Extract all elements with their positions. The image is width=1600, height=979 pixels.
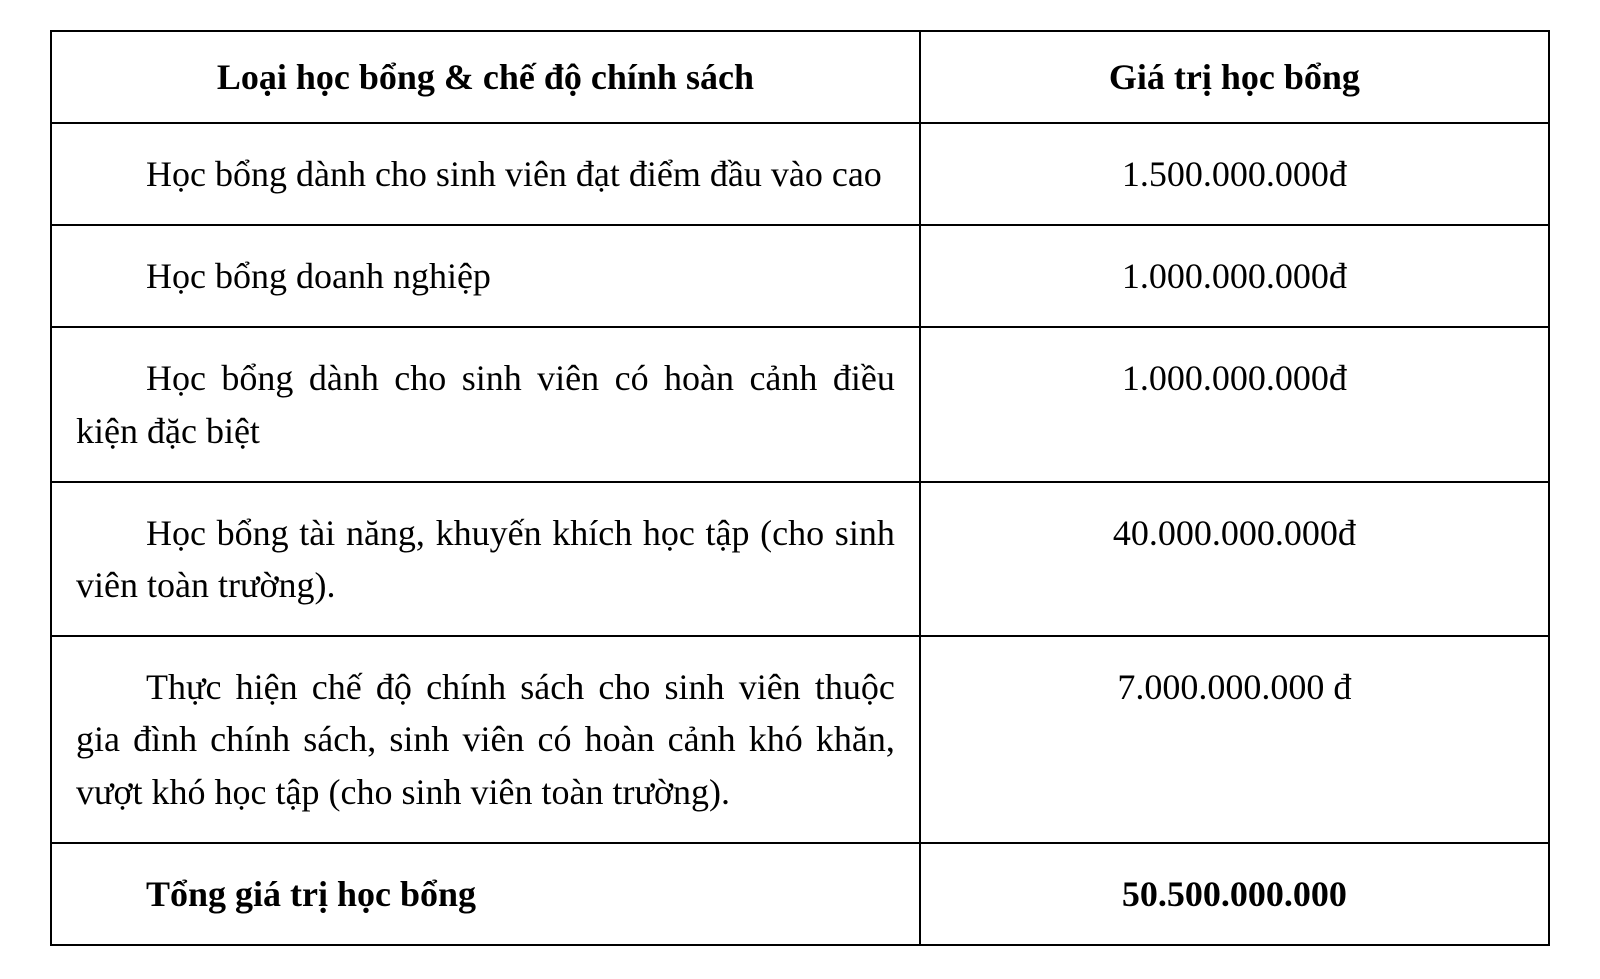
scholarship-table: Loại học bổng & chế độ chính sách Giá tr…: [50, 30, 1550, 946]
table-row: Thực hiện chế độ chính sách cho sinh viê…: [51, 636, 1549, 843]
col-header-value: Giá trị học bổng: [920, 31, 1549, 123]
cell-type-text: Học bổng tài năng, khuyến khích học tập …: [76, 507, 895, 611]
table-total-row: Tổng giá trị học bổng 50.500.000.000: [51, 843, 1549, 945]
cell-type: Học bổng tài năng, khuyến khích học tập …: [51, 482, 920, 636]
table-row: Học bổng doanh nghiệp 1.000.000.000đ: [51, 225, 1549, 327]
cell-value: 1.000.000.000đ: [920, 225, 1549, 327]
table-header-row: Loại học bổng & chế độ chính sách Giá tr…: [51, 31, 1549, 123]
cell-type-text: Học bổng dành cho sinh viên đạt điểm đầu…: [76, 148, 895, 200]
total-label: Tổng giá trị học bổng: [76, 868, 895, 920]
cell-type-text: Học bổng doanh nghiệp: [76, 250, 895, 302]
cell-type: Thực hiện chế độ chính sách cho sinh viê…: [51, 636, 920, 843]
cell-type-text: Thực hiện chế độ chính sách cho sinh viê…: [76, 661, 895, 818]
cell-type: Học bổng dành cho sinh viên có hoàn cảnh…: [51, 327, 920, 481]
cell-type-text: Học bổng dành cho sinh viên có hoàn cảnh…: [76, 352, 895, 456]
table-row: Học bổng tài năng, khuyến khích học tập …: [51, 482, 1549, 636]
cell-value: 1.500.000.000đ: [920, 123, 1549, 225]
cell-value: 40.000.000.000đ: [920, 482, 1549, 636]
total-value: 50.500.000.000: [920, 843, 1549, 945]
col-header-type: Loại học bổng & chế độ chính sách: [51, 31, 920, 123]
cell-type: Học bổng dành cho sinh viên đạt điểm đầu…: [51, 123, 920, 225]
cell-value: 1.000.000.000đ: [920, 327, 1549, 481]
table-row: Học bổng dành cho sinh viên đạt điểm đầu…: [51, 123, 1549, 225]
cell-value: 7.000.000.000 đ: [920, 636, 1549, 843]
total-label-cell: Tổng giá trị học bổng: [51, 843, 920, 945]
cell-type: Học bổng doanh nghiệp: [51, 225, 920, 327]
table-row: Học bổng dành cho sinh viên có hoàn cảnh…: [51, 327, 1549, 481]
